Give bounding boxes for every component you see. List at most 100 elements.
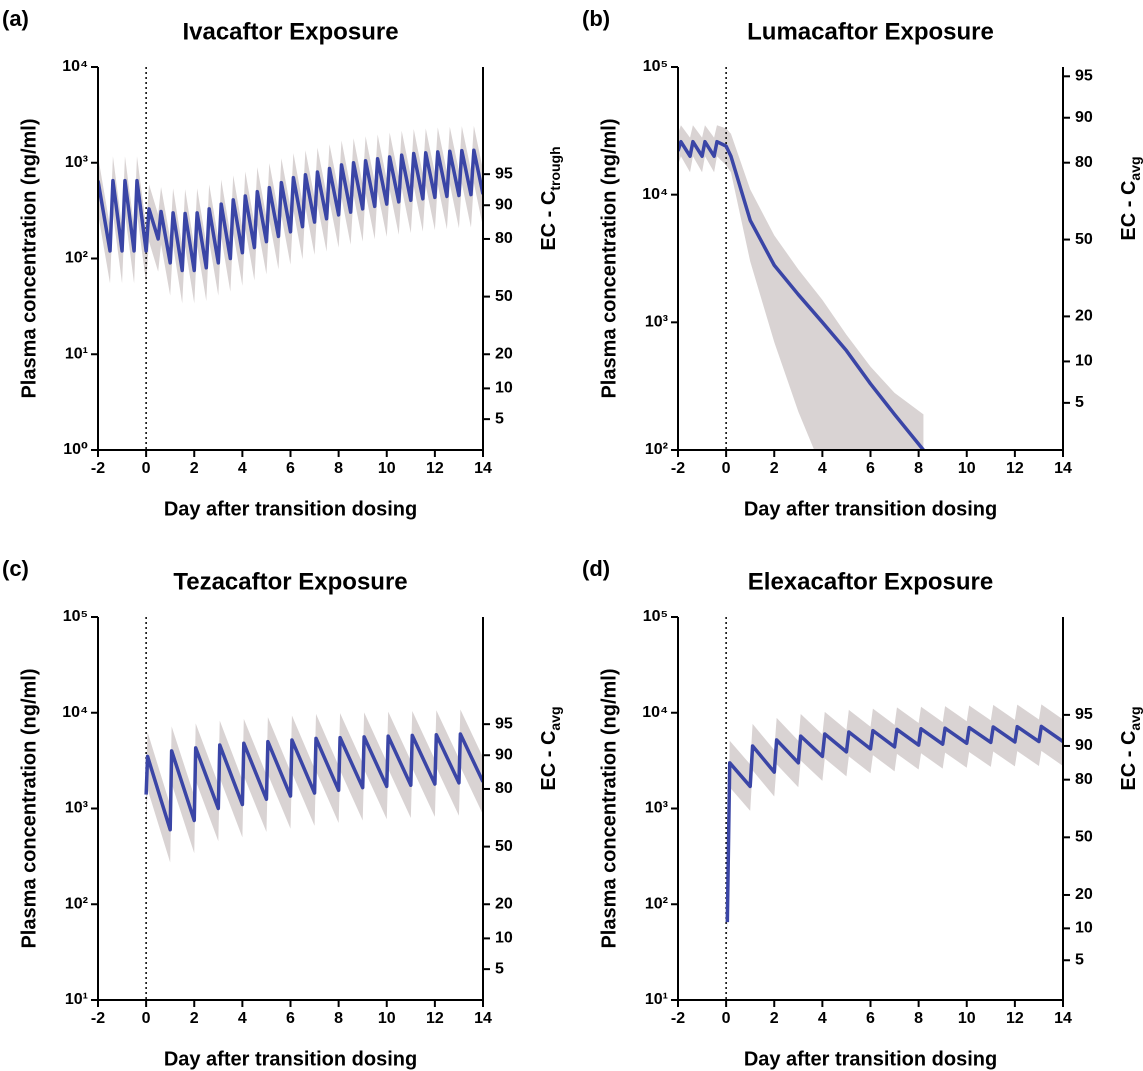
y2-tick-label: 20 — [495, 895, 513, 912]
y-tick-label: 10² — [645, 441, 668, 458]
y2-tick-label: 10 — [495, 380, 513, 397]
x-tick-label: 6 — [286, 460, 295, 477]
x-tick-label: 10 — [958, 1010, 976, 1027]
panel: -2 0 2 4 6 8 10 12 14 10¹ 10² 10³ 10⁴ 10⁵ 95 90 80 50 20 10… — [582, 556, 1143, 1070]
x-tick-label: 14 — [1054, 460, 1072, 477]
y-tick-label: 10¹ — [65, 991, 88, 1008]
x-tick-label: -2 — [91, 1010, 105, 1027]
y2-axis-label-sub: avg — [1127, 156, 1143, 180]
y2-tick-label: 95 — [495, 165, 513, 182]
panel-label: (b) — [582, 6, 610, 31]
y-tick-label: 10⁵ — [643, 58, 668, 75]
panel-label: (a) — [2, 6, 29, 31]
x-tick-label: 0 — [722, 460, 731, 477]
y2-tick-label: 95 — [1075, 68, 1093, 85]
y2-tick-label: 50 — [495, 288, 513, 305]
y2-axis-label-main: EC - C — [1118, 731, 1140, 791]
x-tick-label: 12 — [426, 1010, 444, 1027]
y2-tick-label: 90 — [495, 746, 513, 763]
x-tick-label: 8 — [334, 460, 343, 477]
panel-label: (c) — [2, 556, 29, 581]
y-tick-label: 10⁴ — [642, 186, 668, 203]
x-tick-label: 6 — [286, 1010, 295, 1027]
x-axis-label: Day after transition dosing — [744, 1048, 997, 1070]
y2-tick-label: 80 — [495, 230, 513, 247]
x-tick-label: 4 — [238, 1010, 247, 1027]
y-axis-label: Plasma concentration (ng/ml) — [598, 118, 620, 398]
x-tick-label: -2 — [671, 460, 685, 477]
panel-title: Tezacaftor Exposure — [173, 568, 407, 595]
x-tick-label: 4 — [238, 460, 247, 477]
y2-tick-label: 5 — [1075, 951, 1084, 968]
y2-tick-label: 20 — [495, 345, 513, 362]
y2-tick-label: 20 — [1075, 886, 1093, 903]
x-tick-label: 0 — [142, 460, 151, 477]
y2-axis-label-main: EC - C — [1118, 181, 1140, 241]
x-tick-label: 12 — [426, 460, 444, 477]
x-tick-label: 8 — [334, 1010, 343, 1027]
y2-tick-label: 95 — [1075, 706, 1093, 723]
x-tick-label: 10 — [958, 460, 976, 477]
y2-tick-label: 95 — [495, 715, 513, 732]
panel-title: Ivacaftor Exposure — [182, 18, 398, 45]
y2-axis-label: EC - Cavg — [1118, 156, 1142, 240]
x-tick-label: 6 — [866, 1010, 875, 1027]
x-tick-label: 14 — [474, 1010, 492, 1027]
y2-tick-label: 90 — [1075, 109, 1093, 126]
y2-tick-label: 80 — [495, 780, 513, 797]
x-axis-label: Day after transition dosing — [744, 498, 997, 520]
panel-title: Lumacaftor Exposure — [747, 18, 994, 45]
y-tick-label: 10⁰ — [63, 441, 88, 458]
x-tick-label: 10 — [378, 460, 396, 477]
y2-tick-label: 5 — [495, 960, 504, 977]
y-tick-label: 10³ — [65, 154, 88, 171]
x-tick-label: 10 — [378, 1010, 396, 1027]
confidence-band — [727, 704, 1063, 947]
y-tick-label: 10² — [65, 250, 88, 267]
y2-tick-label: 5 — [1075, 394, 1084, 411]
y-axis-label: Plasma concentration (ng/ml) — [598, 668, 620, 948]
y2-axis-label-sub: avg — [1127, 706, 1143, 730]
panel: -2 0 2 4 6 8 10 12 14 10¹ 10² 10³ 10⁴ 10⁵ 95 90 80 50 20 10… — [2, 556, 563, 1070]
y2-tick-label: 10 — [1075, 920, 1093, 937]
y2-tick-label: 10 — [1075, 353, 1093, 370]
y2-axis-label: EC - Ctrough — [538, 146, 562, 250]
x-tick-label: 2 — [770, 1010, 779, 1027]
y2-tick-label: 80 — [1075, 771, 1093, 788]
y-tick-label: 10¹ — [65, 345, 88, 362]
y2-axis-label-main: EC - C — [538, 191, 560, 251]
y2-axis-label-sub: trough — [547, 146, 563, 190]
x-tick-label: 2 — [770, 460, 779, 477]
x-tick-label: 12 — [1006, 460, 1024, 477]
y2-axis-label-main: EC - C — [538, 731, 560, 791]
y-tick-label: 10³ — [65, 800, 88, 817]
x-axis-label: Day after transition dosing — [164, 498, 417, 520]
y2-tick-label: 90 — [495, 196, 513, 213]
y-tick-label: 10² — [645, 895, 668, 912]
x-tick-label: 14 — [1054, 1010, 1072, 1027]
x-tick-label: 4 — [818, 460, 827, 477]
concentration-line — [725, 724, 1063, 923]
y-tick-label: 10⁴ — [62, 58, 88, 75]
y-tick-label: 10⁴ — [642, 704, 668, 721]
panel-title: Elexacaftor Exposure — [748, 568, 993, 595]
y-tick-label: 10⁵ — [643, 608, 668, 625]
y-axis-label: Plasma concentration (ng/ml) — [18, 118, 40, 398]
concentration-line — [678, 139, 925, 450]
y2-tick-label: 50 — [495, 838, 513, 855]
panel: -2 0 2 4 6 8 10 12 14 10⁰ 10¹ 10² 10³ 10⁴ 95 90 80 50 20 10… — [2, 6, 563, 520]
y-tick-label: 10³ — [645, 800, 668, 817]
x-tick-label: 0 — [722, 1010, 731, 1027]
y2-tick-label: 5 — [495, 410, 504, 427]
y-tick-label: 10⁵ — [63, 608, 88, 625]
x-tick-label: 14 — [474, 460, 492, 477]
concentration-line — [144, 732, 483, 832]
y2-axis-label-sub: avg — [547, 706, 563, 730]
confidence-band — [678, 125, 924, 450]
y2-tick-label: 80 — [1075, 154, 1093, 171]
panel-label: (d) — [582, 556, 610, 581]
x-tick-label: 2 — [190, 460, 199, 477]
x-tick-label: 4 — [818, 1010, 827, 1027]
x-tick-label: 8 — [914, 460, 923, 477]
